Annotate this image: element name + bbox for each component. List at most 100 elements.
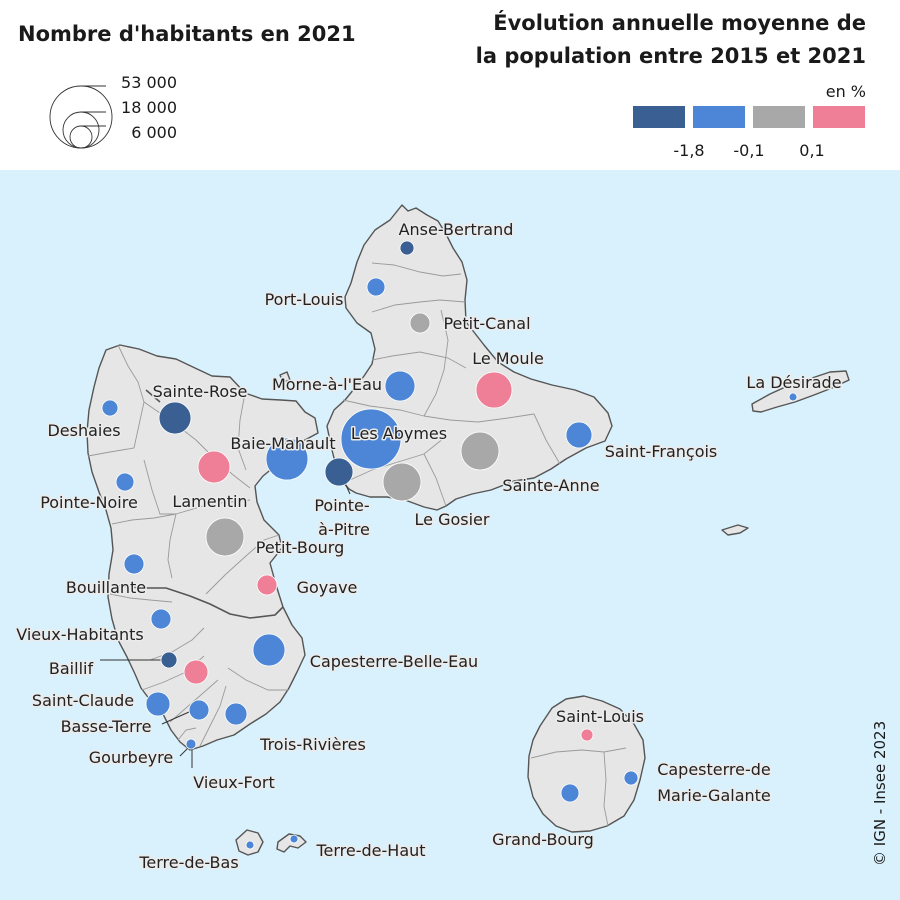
bubble-capesterre-belle-eau — [252, 633, 286, 667]
border-petit-canal-morne — [371, 351, 467, 369]
border-abymes-gosier — [349, 437, 445, 481]
color-legend-swatch-grey — [753, 106, 805, 128]
bubble-vieux-fort — [185, 738, 197, 750]
bubble-terre-de-haut — [289, 834, 299, 844]
color-legend-break-1: -1,8 — [673, 141, 704, 160]
label-bouillante: Bouillante — [66, 578, 146, 597]
label-petit-bourg: Petit-Bourg — [256, 538, 344, 557]
border-sainte-anne-gosier — [423, 453, 447, 507]
border-lamentin-petit-bourg — [175, 499, 251, 515]
border-lamentin-baie-mahault — [237, 392, 247, 471]
bubble-port-louis — [366, 277, 386, 297]
label-pointe-a-pitre-line1: Pointe- — [314, 496, 369, 515]
border-mg-saint-louis — [530, 747, 627, 759]
label-les-abymes: Les Abymes — [351, 424, 447, 443]
border-bouillante-vieux-habitants — [109, 593, 173, 603]
bubble-vieux-habitants — [150, 608, 172, 630]
bubble-baie-mahault — [265, 437, 309, 481]
border-sainte-rose-lamentin-arrondissement — [145, 389, 161, 403]
border-pointe-noire-petit-bourg — [143, 459, 176, 515]
size-legend-value-large: 53 000 — [121, 73, 177, 92]
label-le-gosier: Le Gosier — [415, 510, 490, 529]
size-legend-value-small: 6 000 — [131, 123, 177, 142]
label-vieux-fort: Vieux-Fort — [193, 773, 275, 792]
bubble-gourbeyre — [188, 699, 210, 721]
la-desirade-island — [751, 370, 850, 413]
border-anse-bertrand-port-louis — [371, 262, 462, 277]
label-saint-louis: Saint-Louis — [556, 707, 644, 726]
color-legend: en % -1,8 -0,1 0,1 — [633, 82, 866, 160]
label-basse-terre: Basse-Terre — [61, 717, 152, 736]
bubble-morne-a-l-eau — [384, 370, 416, 402]
bubble-deshaies — [101, 399, 119, 417]
border-basse-terre-capesterre-arrondissement — [111, 584, 284, 619]
size-legend-value-medium: 18 000 — [121, 98, 177, 117]
label-vieux-habitants: Vieux-Habitants — [16, 625, 144, 644]
commune-labels: Anse-Bertrand Port-Louis Petit-Canal Le … — [15, 219, 843, 874]
label-baillif: Baillif — [49, 659, 94, 678]
source-credit: © IGN - Insee 2023 — [871, 721, 889, 866]
label-trois-rivieres: Trois-Rivières — [259, 735, 366, 754]
label-sainte-anne: Sainte-Anne — [502, 476, 599, 495]
color-legend-break-2: -0,1 — [733, 141, 764, 160]
color-legend-swatch-dark-blue — [633, 106, 685, 128]
bubble-petit-canal — [409, 312, 431, 334]
label-pointe-a-pitre-line2: à-Pitre — [318, 520, 370, 539]
bubble-sainte-anne — [460, 431, 500, 471]
bubble-saint-francois — [565, 421, 593, 449]
bubble-grand-bourg — [560, 783, 580, 803]
label-le-moule: Le Moule — [472, 349, 544, 368]
label-goyave: Goyave — [297, 578, 358, 597]
bubble-bouillante — [123, 553, 145, 575]
bubble-capesterre-de-marie-galante — [623, 770, 639, 786]
terre-de-haut-island — [276, 833, 307, 853]
evolution-legend-title-line2: la population entre 2015 et 2021 — [476, 44, 866, 68]
bubble-pointe-a-pitre — [324, 457, 354, 487]
border-deshaies-pointe-noire — [87, 401, 145, 457]
label-lamentin: Lamentin — [172, 492, 247, 511]
border-gourbeyre-trois-rivieres — [199, 685, 227, 747]
label-morne-a-l-eau: Morne-à-l'Eau — [272, 375, 382, 394]
label-capesterre-mg-line2: Marie-Galante — [657, 786, 771, 805]
label-terre-de-bas: Terre-de-Bas — [138, 853, 238, 872]
border-bouillante-petit-bourg — [167, 513, 177, 579]
bubble-trois-rivieres — [224, 702, 248, 726]
border-vieux-fort-gourbeyre — [177, 727, 197, 741]
border-deshaies-sainte-rose — [117, 344, 145, 403]
border-trois-rivieres-capesterre — [227, 667, 288, 691]
label-port-louis: Port-Louis — [265, 290, 344, 309]
label-grand-bourg: Grand-Bourg — [492, 830, 594, 849]
label-baie-mahault: Baie-Mahault — [230, 434, 335, 453]
color-legend-swatch-pink — [813, 106, 865, 128]
bubble-petit-bourg — [205, 517, 245, 557]
label-sainte-rose: Sainte-Rose — [153, 382, 248, 401]
label-saint-francois: Saint-François — [605, 442, 718, 461]
marie-galante-island — [527, 695, 646, 833]
bubble-sainte-rose — [158, 401, 192, 435]
bubble-saint-claude — [183, 659, 209, 685]
label-pointe-noire: Pointe-Noire — [40, 493, 138, 512]
bubble-lamentin — [197, 450, 231, 484]
bubble-goyave — [256, 574, 278, 596]
commune-borders — [87, 262, 627, 827]
bubble-terre-de-bas — [245, 840, 255, 850]
border-pointe-noire-bouillante — [111, 513, 177, 525]
label-petit-canal: Petit-Canal — [443, 314, 530, 333]
header-background — [0, 0, 900, 170]
label-deshaies: Deshaies — [47, 421, 120, 440]
color-legend-break-3: 0,1 — [799, 141, 824, 160]
islet-north — [279, 371, 291, 383]
border-morne-le-moule — [423, 309, 449, 417]
border-port-louis-petit-canal — [371, 299, 466, 313]
label-la-desirade: La Désirade — [746, 373, 841, 392]
bubble-basse-terre — [145, 691, 171, 717]
border-morne-abymes — [342, 399, 425, 417]
label-gourbeyre: Gourbeyre — [89, 748, 173, 767]
bubble-la-desirade — [788, 392, 798, 402]
bubble-le-moule — [475, 371, 513, 409]
bubble-le-gosier — [382, 462, 422, 502]
color-legend-unit: en % — [826, 82, 866, 101]
border-sainte-anne-st-francois — [533, 413, 561, 465]
bubble-les-abymes — [340, 408, 402, 470]
